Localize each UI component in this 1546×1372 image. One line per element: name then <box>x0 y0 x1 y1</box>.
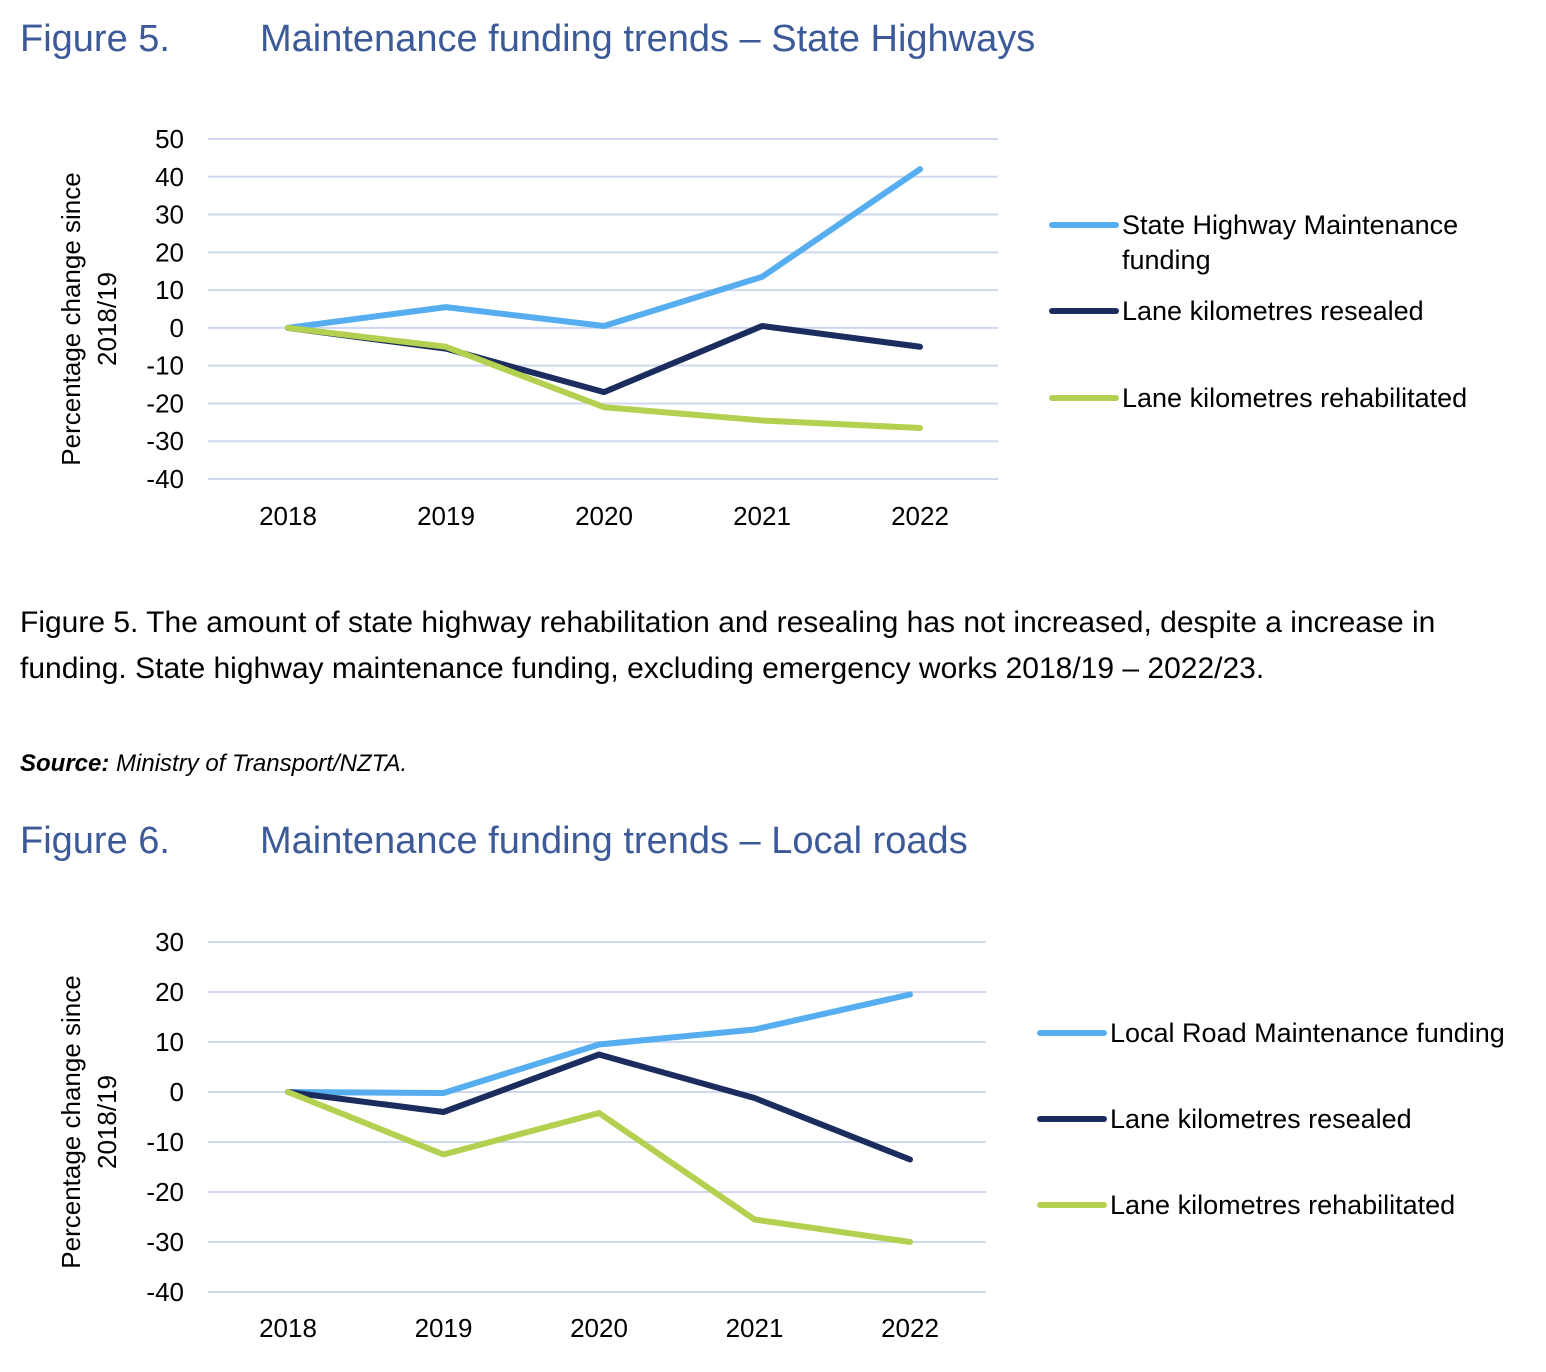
y-tick-label: -40 <box>146 1277 184 1307</box>
y-tick-label: 10 <box>155 275 184 305</box>
x-tick-label: 2021 <box>733 501 791 531</box>
gridlines <box>208 941 986 1293</box>
y-tick-label: 40 <box>155 162 184 192</box>
source-text: Ministry of Transport/NZTA. <box>109 750 408 777</box>
figure5-number: Figure 5. <box>20 18 170 60</box>
y-tick-label: -30 <box>146 426 184 456</box>
figure5-source: Source: Ministry of Transport/NZTA. <box>20 750 407 778</box>
x-tick-label: 2020 <box>575 501 633 531</box>
y-tick-label: -20 <box>146 388 184 418</box>
y-tick-label: -10 <box>146 351 184 381</box>
y-tick-label: 50 <box>155 124 184 154</box>
x-tick-label: 2021 <box>726 1313 784 1343</box>
x-tick-label: 2019 <box>417 501 475 531</box>
y-tick-label: 10 <box>155 1027 184 1057</box>
x-tick-label: 2022 <box>881 1313 939 1343</box>
y-axis-label-line2: 2018/19 <box>92 1075 122 1169</box>
gridlines <box>208 138 998 480</box>
legend-label: Lane kilometres resealed <box>1122 296 1424 326</box>
series-line <box>285 166 923 331</box>
legend-label: State Highway Maintenance funding <box>1122 210 1458 275</box>
y-tick-label: -30 <box>146 1227 184 1257</box>
figure5-caption: Figure 5. The amount of state highway re… <box>20 606 1436 685</box>
x-tick-label: 2018 <box>259 1313 317 1343</box>
series-line <box>285 1089 913 1245</box>
legend-label: Lane kilometres rehabilitated <box>1110 1190 1455 1220</box>
series-line <box>285 323 923 396</box>
legend-label: Lane kilometres rehabilitated <box>1122 383 1467 413</box>
series-line <box>285 991 913 1096</box>
source-label: Source: <box>20 750 110 777</box>
y-tick-label: 30 <box>155 200 184 230</box>
legend-label: Local Road Maintenance funding <box>1110 1018 1505 1048</box>
y-tick-label: -20 <box>146 1177 184 1207</box>
figure6-number: Figure 6. <box>20 820 170 862</box>
y-tick-label: -40 <box>146 464 184 494</box>
y-tick-label: 20 <box>155 237 184 267</box>
legend-label: Lane kilometres resealed <box>1110 1104 1412 1134</box>
chart-state-highways: 50 40 30 20 10 0 -10 -20 -30 -40 2018 2019 2020 2021 2… <box>56 124 1467 531</box>
figure6-title: Maintenance funding trends – Local roads <box>260 820 968 862</box>
y-tick-label: -10 <box>146 1127 184 1157</box>
y-tick-label: 30 <box>155 927 184 957</box>
y-axis-label: Percentage change since <box>56 172 86 465</box>
x-tick-label: 2018 <box>259 501 317 531</box>
series-line <box>285 324 923 431</box>
y-axis-label: Percentage change since <box>56 975 86 1268</box>
y-axis-label-line2: 2018/19 <box>92 272 122 366</box>
y-tick-label: 0 <box>170 313 184 343</box>
chart-local-roads: 30 20 10 0 -10 -20 -30 -40 2018 2019 2020 2021 2022 P… <box>56 927 1505 1343</box>
y-tick-label: 0 <box>170 1077 184 1107</box>
figure5-title: Maintenance funding trends – State Highw… <box>260 18 1036 60</box>
y-tick-label: 20 <box>155 977 184 1007</box>
series-line <box>285 1051 913 1163</box>
x-tick-label: 2020 <box>570 1313 628 1343</box>
x-tick-label: 2022 <box>891 501 949 531</box>
x-tick-label: 2019 <box>415 1313 473 1343</box>
